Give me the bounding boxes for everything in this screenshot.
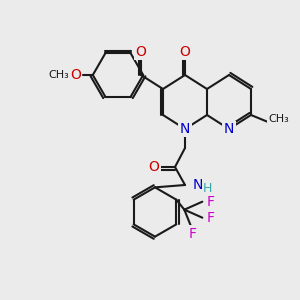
Text: O: O: [70, 68, 81, 82]
Text: F: F: [206, 211, 214, 225]
Text: O: O: [148, 160, 159, 174]
Text: CH₃: CH₃: [48, 70, 69, 80]
Text: N: N: [180, 122, 190, 136]
Text: O: O: [180, 45, 190, 59]
Text: CH₃: CH₃: [268, 114, 289, 124]
Text: O: O: [136, 45, 146, 59]
Text: F: F: [188, 227, 196, 241]
Text: N: N: [193, 178, 203, 192]
Text: F: F: [206, 195, 214, 209]
Text: H: H: [203, 182, 212, 194]
Text: N: N: [224, 122, 234, 136]
